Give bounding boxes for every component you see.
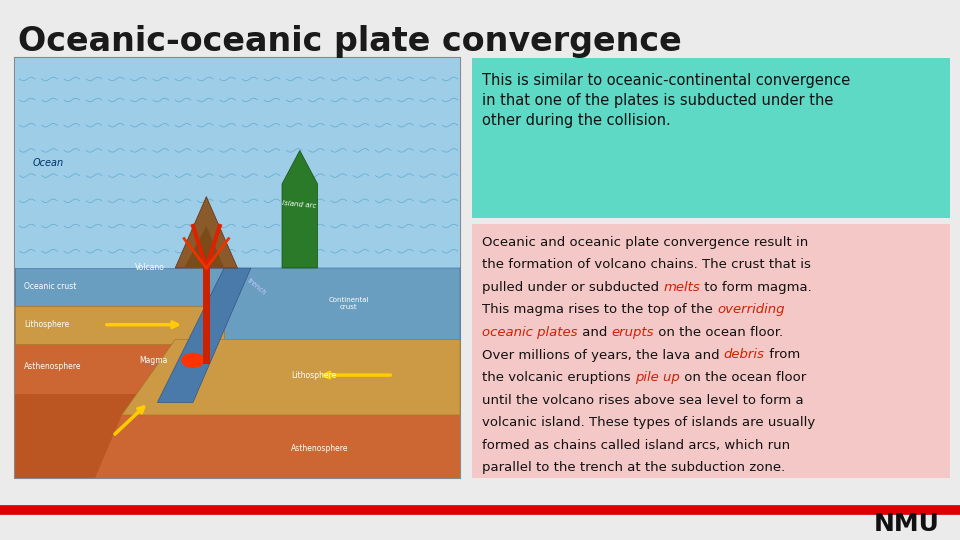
Text: Continental
crust: Continental crust — [328, 297, 369, 310]
Text: on the ocean floor: on the ocean floor — [680, 371, 805, 384]
Polygon shape — [175, 197, 237, 268]
Text: Oceanic and oceanic plate convergence result in: Oceanic and oceanic plate convergence re… — [482, 236, 808, 249]
Polygon shape — [122, 340, 460, 415]
Polygon shape — [15, 268, 224, 306]
Text: This magma rises to the top of the: This magma rises to the top of the — [482, 303, 717, 316]
Polygon shape — [157, 268, 251, 402]
Text: pile up: pile up — [635, 371, 680, 384]
Text: overriding: overriding — [717, 303, 784, 316]
Text: debris: debris — [724, 348, 765, 361]
Text: Asthenosphere: Asthenosphere — [291, 444, 348, 453]
Text: Asthenosphere: Asthenosphere — [24, 362, 82, 371]
Polygon shape — [15, 58, 460, 268]
Text: Oceanic crust: Oceanic crust — [24, 282, 76, 292]
Text: volcanic island. These types of islands are usually: volcanic island. These types of islands … — [482, 416, 815, 429]
Text: erupts: erupts — [612, 326, 654, 339]
Polygon shape — [15, 343, 224, 394]
Text: the formation of volcano chains. The crust that is: the formation of volcano chains. The cru… — [482, 259, 811, 272]
Text: from: from — [765, 348, 800, 361]
Text: to form magma.: to form magma. — [700, 281, 812, 294]
Text: formed as chains called island arcs, which run: formed as chains called island arcs, whi… — [482, 438, 790, 451]
Polygon shape — [95, 415, 460, 478]
Polygon shape — [15, 394, 224, 478]
Text: Magma: Magma — [139, 356, 168, 365]
Polygon shape — [184, 226, 224, 268]
Text: Lithosphere: Lithosphere — [291, 370, 336, 380]
Text: and: and — [578, 326, 612, 339]
FancyBboxPatch shape — [472, 224, 950, 478]
Text: Over millions of years, the lava and: Over millions of years, the lava and — [482, 348, 724, 361]
Text: Oceanic-oceanic plate convergence: Oceanic-oceanic plate convergence — [18, 25, 682, 58]
FancyBboxPatch shape — [472, 58, 950, 218]
Text: Volcano: Volcano — [135, 264, 165, 273]
Text: trench: trench — [247, 278, 268, 296]
Text: on the ocean floor.: on the ocean floor. — [654, 326, 782, 339]
Text: Lithosphere: Lithosphere — [24, 320, 69, 329]
Text: in that one of the plates is subducted under the: in that one of the plates is subducted u… — [482, 93, 833, 108]
FancyBboxPatch shape — [15, 58, 460, 478]
Polygon shape — [15, 306, 224, 343]
Text: Island arc: Island arc — [282, 200, 317, 210]
Text: pulled under or subducted: pulled under or subducted — [482, 281, 663, 294]
Polygon shape — [175, 268, 460, 340]
Text: until the volcano rises above sea level to form a: until the volcano rises above sea level … — [482, 394, 804, 407]
Text: oceanic plates: oceanic plates — [482, 326, 578, 339]
Text: NMU: NMU — [875, 512, 940, 536]
Text: Ocean: Ocean — [33, 158, 64, 168]
Text: the volcanic eruptions: the volcanic eruptions — [482, 371, 635, 384]
Text: This is similar to oceanic-continental convergence: This is similar to oceanic-continental c… — [482, 73, 851, 88]
Text: melts: melts — [663, 281, 700, 294]
Ellipse shape — [182, 353, 204, 367]
Text: parallel to the trench at the subduction zone.: parallel to the trench at the subduction… — [482, 461, 785, 474]
Text: other during the collision.: other during the collision. — [482, 113, 671, 128]
Polygon shape — [282, 151, 318, 268]
